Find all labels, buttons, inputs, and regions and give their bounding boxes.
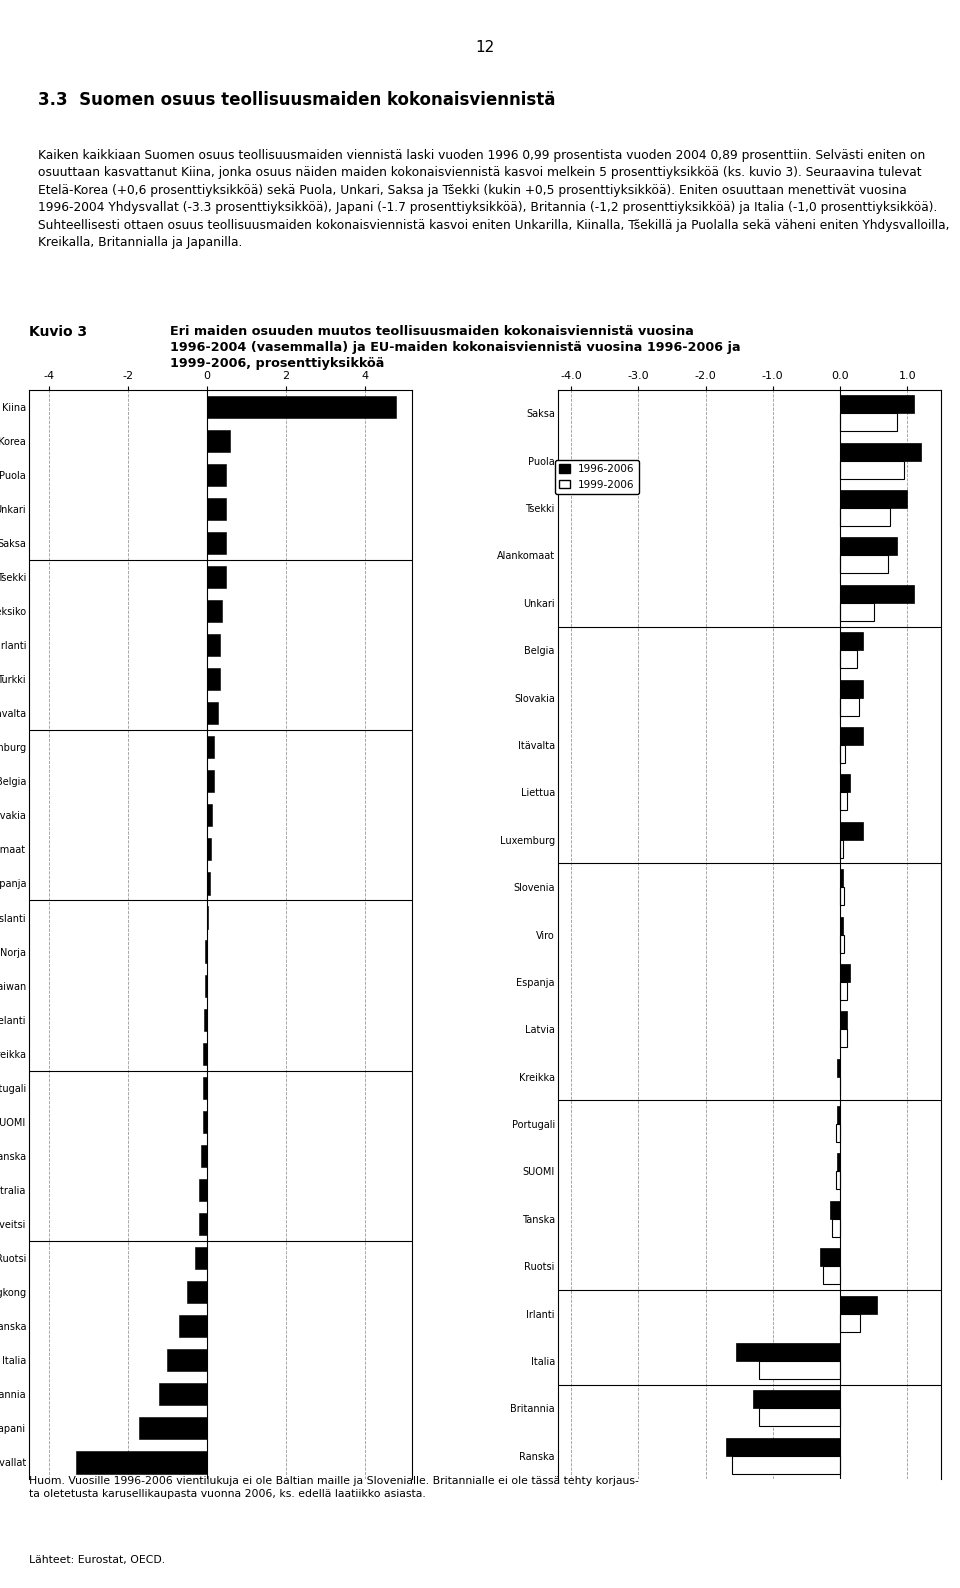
Bar — [195, 1247, 206, 1269]
Bar — [199, 1213, 206, 1235]
Bar — [840, 821, 863, 840]
Bar — [735, 1343, 840, 1361]
Bar — [206, 395, 396, 418]
Bar — [206, 838, 211, 861]
Bar — [840, 584, 914, 603]
Bar — [840, 537, 897, 556]
Bar — [206, 634, 221, 656]
Bar — [823, 1266, 840, 1285]
Bar — [840, 1029, 847, 1048]
Bar — [204, 1008, 206, 1031]
Bar — [206, 907, 208, 929]
Bar — [206, 565, 227, 588]
Legend: 1996-2006, 1999-2006: 1996-2006, 1999-2006 — [555, 461, 638, 494]
Bar — [840, 680, 863, 697]
Text: 3.3  Suomen osuus teollisuusmaiden kokonaisviennistä: 3.3 Suomen osuus teollisuusmaiden kokona… — [38, 92, 555, 110]
Bar — [204, 1043, 206, 1066]
Bar — [840, 727, 863, 745]
Bar — [836, 1059, 840, 1077]
Bar — [206, 600, 223, 622]
Bar — [759, 1409, 840, 1426]
Bar — [206, 497, 227, 519]
Bar — [840, 775, 850, 792]
Bar — [836, 1124, 840, 1142]
Bar — [829, 1201, 840, 1220]
Bar — [840, 934, 844, 953]
Bar — [840, 1012, 847, 1029]
Bar — [203, 1110, 206, 1132]
Text: Kuvio 3: Kuvio 3 — [29, 326, 87, 340]
Bar — [205, 975, 206, 997]
Bar — [726, 1437, 840, 1456]
Bar — [840, 840, 843, 858]
Text: Lähteet: Eurostat, OECD.: Lähteet: Eurostat, OECD. — [29, 1555, 165, 1566]
Bar — [139, 1418, 206, 1439]
Bar — [840, 461, 903, 478]
Bar — [836, 1107, 840, 1124]
Bar — [840, 556, 888, 573]
Bar — [753, 1391, 840, 1409]
Bar — [206, 464, 227, 486]
Text: Eri maiden osuuden muutos teollisuusmaiden kokonaisviennistä vuosina
1996-2004 (: Eri maiden osuuden muutos teollisuusmaid… — [170, 326, 741, 370]
Bar — [840, 413, 897, 432]
Bar — [840, 603, 874, 621]
Bar — [840, 649, 856, 669]
Bar — [167, 1350, 206, 1372]
Bar — [206, 702, 219, 724]
Bar — [840, 745, 845, 762]
Bar — [179, 1315, 206, 1337]
Bar — [159, 1383, 206, 1405]
Bar — [840, 981, 847, 1000]
Bar — [206, 430, 230, 451]
Bar — [203, 1077, 206, 1099]
Bar — [206, 737, 214, 759]
Text: Kaiken kaikkiaan Suomen osuus teollisuusmaiden viennistä laski vuoden 1996 0,99 : Kaiken kaikkiaan Suomen osuus teollisuus… — [38, 149, 949, 249]
Bar — [820, 1248, 840, 1266]
Bar — [840, 916, 843, 934]
Bar — [840, 1313, 860, 1332]
Bar — [759, 1361, 840, 1378]
Bar — [840, 869, 843, 888]
Text: 12: 12 — [475, 40, 494, 54]
Bar — [199, 1178, 206, 1201]
Bar — [840, 888, 844, 905]
Bar — [187, 1282, 206, 1304]
Bar — [840, 1296, 876, 1313]
Bar — [206, 872, 209, 894]
Bar — [840, 491, 907, 508]
Bar — [206, 532, 227, 554]
Bar — [840, 792, 847, 810]
Bar — [840, 395, 914, 413]
Bar — [206, 770, 214, 792]
Bar — [732, 1456, 840, 1474]
Bar — [206, 669, 221, 691]
Bar — [76, 1451, 206, 1474]
Bar — [836, 1172, 840, 1189]
Bar — [836, 1153, 840, 1172]
Bar — [840, 508, 890, 526]
Bar — [840, 632, 863, 649]
Bar — [840, 964, 850, 981]
Bar — [832, 1220, 840, 1237]
Bar — [840, 697, 859, 716]
Bar — [201, 1145, 206, 1167]
Bar — [840, 443, 921, 461]
Text: Huom. Vuosille 1996-2006 vientilukuja ei ole Baltian maille ja Slovenialle. Brit: Huom. Vuosille 1996-2006 vientilukuja ei… — [29, 1475, 638, 1499]
Bar — [206, 804, 212, 826]
Bar — [205, 940, 206, 962]
